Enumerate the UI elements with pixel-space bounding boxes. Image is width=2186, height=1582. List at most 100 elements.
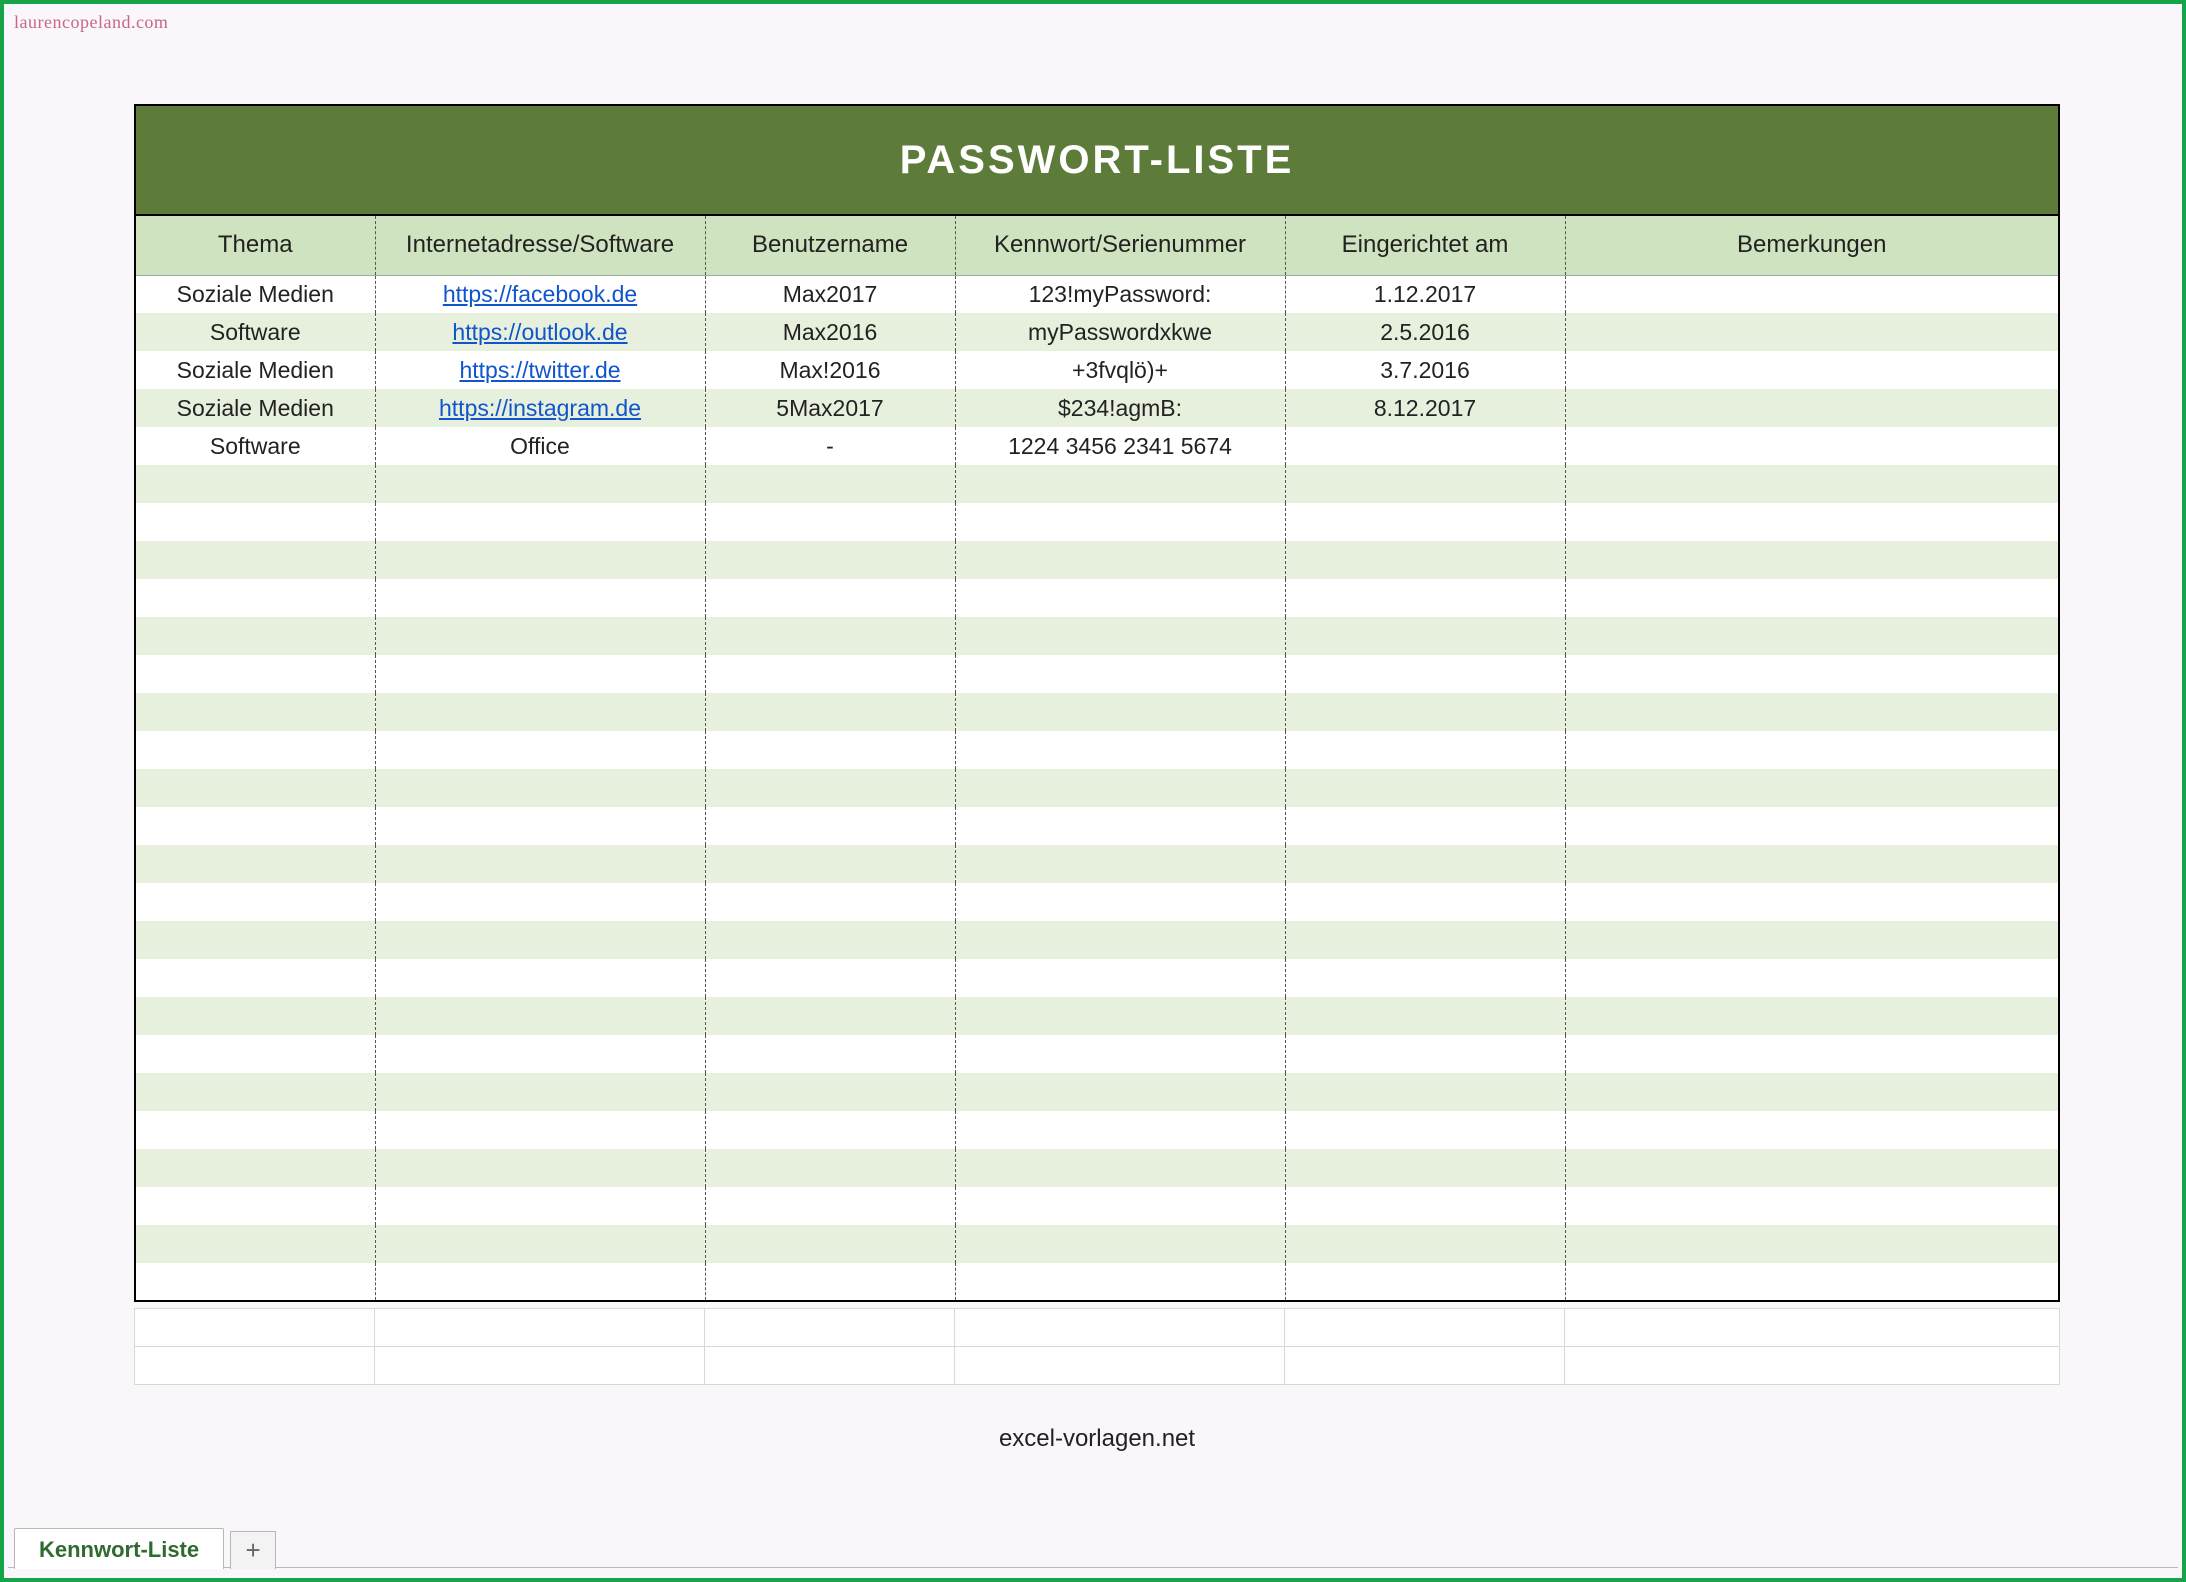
cell-adresse[interactable]	[375, 1035, 705, 1073]
cell-benutzer[interactable]	[705, 1111, 955, 1149]
cell-kennwort[interactable]	[955, 503, 1285, 541]
sheet-tab-active[interactable]: Kennwort-Liste	[14, 1528, 224, 1569]
cell-thema[interactable]	[135, 693, 375, 731]
cell-bemerkungen[interactable]	[1565, 997, 2059, 1035]
cell-kennwort[interactable]	[955, 807, 1285, 845]
cell-bemerkungen[interactable]	[1565, 883, 2059, 921]
cell-kennwort[interactable]	[955, 731, 1285, 769]
cell-eingerichtet[interactable]	[1285, 579, 1565, 617]
cell-bemerkungen[interactable]	[1565, 769, 2059, 807]
cell-benutzer[interactable]: Max!2016	[705, 351, 955, 389]
table-row[interactable]	[135, 541, 2059, 579]
hyperlink[interactable]: https://facebook.de	[443, 281, 637, 307]
extra-grid-cell[interactable]	[1565, 1347, 2060, 1385]
cell-benutzer[interactable]	[705, 883, 955, 921]
table-row[interactable]	[135, 617, 2059, 655]
cell-eingerichtet[interactable]	[1285, 997, 1565, 1035]
cell-benutzer[interactable]: -	[705, 427, 955, 465]
extra-grid-cell[interactable]	[955, 1309, 1285, 1347]
cell-bemerkungen[interactable]	[1565, 807, 2059, 845]
cell-benutzer[interactable]	[705, 579, 955, 617]
extra-grid-row[interactable]	[135, 1309, 2060, 1347]
cell-bemerkungen[interactable]	[1565, 1263, 2059, 1301]
cell-adresse[interactable]	[375, 807, 705, 845]
table-row[interactable]	[135, 845, 2059, 883]
cell-thema[interactable]: Software	[135, 427, 375, 465]
cell-bemerkungen[interactable]	[1565, 503, 2059, 541]
cell-eingerichtet[interactable]	[1285, 693, 1565, 731]
cell-benutzer[interactable]	[705, 997, 955, 1035]
cell-adresse[interactable]	[375, 997, 705, 1035]
table-row[interactable]	[135, 921, 2059, 959]
cell-thema[interactable]: Soziale Medien	[135, 275, 375, 313]
cell-eingerichtet[interactable]	[1285, 617, 1565, 655]
col-header-eingerichtet[interactable]: Eingerichtet am	[1285, 215, 1565, 275]
cell-eingerichtet[interactable]	[1285, 921, 1565, 959]
cell-thema[interactable]	[135, 617, 375, 655]
cell-thema[interactable]	[135, 655, 375, 693]
cell-bemerkungen[interactable]	[1565, 617, 2059, 655]
cell-bemerkungen[interactable]	[1565, 427, 2059, 465]
cell-bemerkungen[interactable]	[1565, 1149, 2059, 1187]
cell-bemerkungen[interactable]	[1565, 351, 2059, 389]
cell-kennwort[interactable]	[955, 1073, 1285, 1111]
cell-eingerichtet[interactable]	[1285, 1111, 1565, 1149]
cell-kennwort[interactable]	[955, 1187, 1285, 1225]
cell-eingerichtet[interactable]	[1285, 465, 1565, 503]
cell-kennwort[interactable]	[955, 997, 1285, 1035]
table-row[interactable]	[135, 731, 2059, 769]
cell-eingerichtet[interactable]: 8.12.2017	[1285, 389, 1565, 427]
col-header-benutzer[interactable]: Benutzername	[705, 215, 955, 275]
cell-adresse[interactable]	[375, 1225, 705, 1263]
cell-bemerkungen[interactable]	[1565, 1225, 2059, 1263]
cell-benutzer[interactable]	[705, 1149, 955, 1187]
table-row[interactable]	[135, 1187, 2059, 1225]
table-row[interactable]	[135, 655, 2059, 693]
table-row[interactable]	[135, 693, 2059, 731]
cell-kennwort[interactable]: $234!agmB:	[955, 389, 1285, 427]
cell-bemerkungen[interactable]	[1565, 465, 2059, 503]
table-row[interactable]	[135, 997, 2059, 1035]
cell-kennwort[interactable]	[955, 579, 1285, 617]
cell-benutzer[interactable]	[705, 617, 955, 655]
cell-kennwort[interactable]: 1224 3456 2341 5674	[955, 427, 1285, 465]
cell-eingerichtet[interactable]	[1285, 883, 1565, 921]
cell-eingerichtet[interactable]	[1285, 845, 1565, 883]
cell-benutzer[interactable]	[705, 1073, 955, 1111]
cell-eingerichtet[interactable]	[1285, 1187, 1565, 1225]
cell-bemerkungen[interactable]	[1565, 1035, 2059, 1073]
cell-bemerkungen[interactable]	[1565, 579, 2059, 617]
col-header-kennwort[interactable]: Kennwort/Serienummer	[955, 215, 1285, 275]
cell-benutzer[interactable]: Max2017	[705, 275, 955, 313]
cell-benutzer[interactable]	[705, 731, 955, 769]
cell-bemerkungen[interactable]	[1565, 1187, 2059, 1225]
extra-grid-cell[interactable]	[1285, 1347, 1565, 1385]
cell-adresse[interactable]	[375, 1187, 705, 1225]
extra-grid-cell[interactable]	[705, 1347, 955, 1385]
cell-thema[interactable]: Soziale Medien	[135, 389, 375, 427]
cell-benutzer[interactable]	[705, 503, 955, 541]
cell-bemerkungen[interactable]	[1565, 845, 2059, 883]
cell-thema[interactable]: Software	[135, 313, 375, 351]
cell-thema[interactable]	[135, 731, 375, 769]
cell-bemerkungen[interactable]	[1565, 693, 2059, 731]
table-row[interactable]: SoftwareOffice-1224 3456 2341 5674	[135, 427, 2059, 465]
extra-grid-cell[interactable]	[705, 1309, 955, 1347]
cell-eingerichtet[interactable]	[1285, 1225, 1565, 1263]
cell-adresse[interactable]	[375, 959, 705, 997]
cell-eingerichtet[interactable]	[1285, 1263, 1565, 1301]
cell-kennwort[interactable]	[955, 541, 1285, 579]
cell-bemerkungen[interactable]	[1565, 921, 2059, 959]
table-row[interactable]	[135, 1263, 2059, 1301]
cell-kennwort[interactable]	[955, 1225, 1285, 1263]
cell-adresse[interactable]	[375, 503, 705, 541]
cell-adresse[interactable]	[375, 617, 705, 655]
cell-adresse[interactable]	[375, 883, 705, 921]
cell-kennwort[interactable]: myPasswordxkwe	[955, 313, 1285, 351]
cell-benutzer[interactable]	[705, 1035, 955, 1073]
table-row[interactable]	[135, 1225, 2059, 1263]
cell-kennwort[interactable]: +3fvqlö)+	[955, 351, 1285, 389]
col-header-bemerkungen[interactable]: Bemerkungen	[1565, 215, 2059, 275]
extra-grid-cell[interactable]	[375, 1347, 705, 1385]
cell-kennwort[interactable]	[955, 1111, 1285, 1149]
